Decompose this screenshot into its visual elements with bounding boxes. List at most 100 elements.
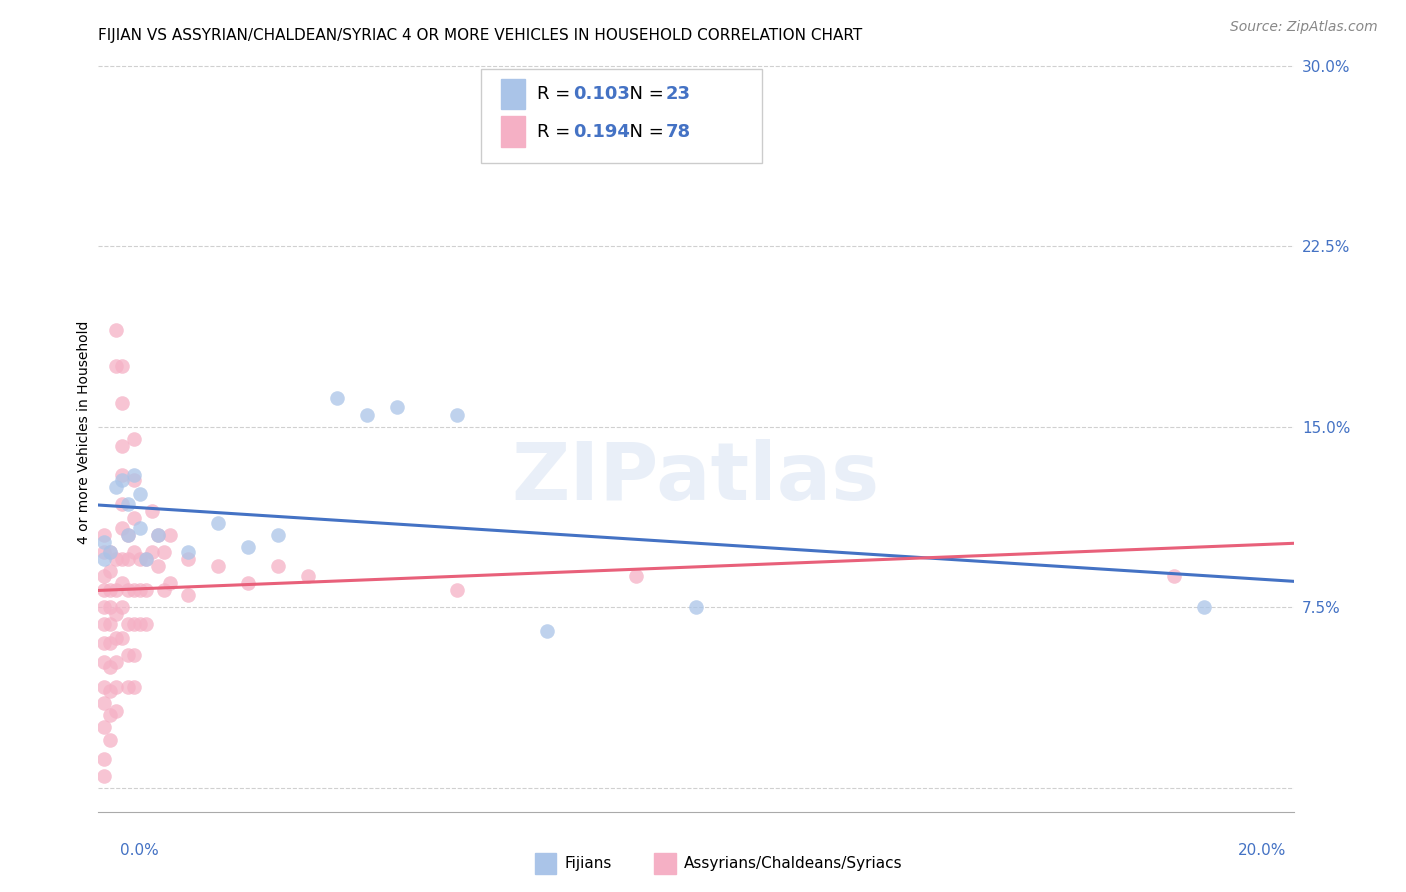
FancyBboxPatch shape [481, 69, 762, 163]
Text: 0.194: 0.194 [572, 122, 630, 141]
Point [236, 540, 259, 554]
Point [148, 559, 170, 574]
Point [111, 600, 134, 615]
Point [93, 535, 115, 549]
Point [153, 545, 176, 559]
Point [93, 617, 115, 632]
Point [98, 617, 122, 632]
Y-axis label: 4 or more Vehicles in Household: 4 or more Vehicles in Household [77, 321, 91, 544]
Point [111, 632, 134, 646]
Point [207, 516, 229, 530]
Text: 23: 23 [666, 85, 692, 103]
Text: 0.0%: 0.0% [120, 843, 159, 858]
Point [111, 521, 134, 535]
Point [93, 528, 115, 542]
Point [105, 607, 128, 622]
Text: N =: N = [619, 85, 669, 103]
Point [124, 467, 146, 482]
Text: R =: R = [537, 85, 576, 103]
Point [124, 648, 146, 663]
Text: R =: R = [537, 122, 576, 141]
Text: FIJIAN VS ASSYRIAN/CHALDEAN/SYRIAC 4 OR MORE VEHICLES IN HOUSEHOLD CORRELATION C: FIJIAN VS ASSYRIAN/CHALDEAN/SYRIAC 4 OR … [98, 28, 863, 43]
Text: Assyrians/Chaldeans/Syriacs: Assyrians/Chaldeans/Syriacs [685, 855, 903, 871]
Point [105, 680, 128, 694]
Point [685, 600, 707, 615]
Point [105, 583, 128, 598]
Point [111, 497, 134, 511]
Point [267, 559, 290, 574]
Point [93, 769, 115, 783]
Point [536, 624, 558, 639]
Point [117, 528, 139, 542]
Point [148, 528, 170, 542]
Point [141, 504, 163, 518]
Point [1192, 600, 1215, 615]
Point [98, 660, 122, 674]
Text: N =: N = [619, 122, 669, 141]
Text: 20.0%: 20.0% [1239, 843, 1286, 858]
Text: 78: 78 [666, 122, 692, 141]
Point [124, 432, 146, 446]
Point [93, 752, 115, 766]
Point [148, 528, 170, 542]
Point [117, 617, 139, 632]
Point [177, 588, 200, 602]
Point [93, 569, 115, 583]
Point [326, 391, 349, 405]
Point [111, 552, 134, 566]
Point [626, 569, 648, 583]
Point [385, 401, 409, 415]
Point [177, 545, 200, 559]
Point [129, 552, 152, 566]
Point [129, 521, 152, 535]
Point [111, 473, 134, 487]
Point [177, 552, 200, 566]
Point [111, 467, 134, 482]
Point [93, 636, 115, 650]
Point [356, 408, 378, 422]
Point [135, 583, 157, 598]
Point [98, 684, 122, 698]
Point [98, 732, 122, 747]
Point [446, 408, 468, 422]
Point [236, 576, 259, 591]
Point [117, 583, 139, 598]
Point [105, 323, 128, 337]
Point [105, 552, 128, 566]
Point [98, 564, 122, 578]
FancyBboxPatch shape [501, 78, 524, 109]
Point [1163, 569, 1185, 583]
Point [117, 680, 139, 694]
Point [124, 680, 146, 694]
Point [153, 583, 176, 598]
Point [135, 552, 157, 566]
FancyBboxPatch shape [501, 117, 524, 147]
Point [98, 545, 122, 559]
Point [135, 552, 157, 566]
Point [93, 552, 115, 566]
Point [129, 487, 152, 501]
Point [111, 576, 134, 591]
Point [105, 632, 128, 646]
Point [93, 545, 115, 559]
Point [93, 697, 115, 711]
Point [98, 545, 122, 559]
Point [105, 704, 128, 718]
Point [446, 583, 468, 598]
Point [135, 617, 157, 632]
Point [124, 545, 146, 559]
FancyBboxPatch shape [654, 853, 676, 874]
Point [111, 439, 134, 453]
Point [93, 583, 115, 598]
Point [105, 359, 128, 374]
Point [117, 497, 139, 511]
Point [105, 480, 128, 494]
Point [159, 528, 181, 542]
Point [124, 583, 146, 598]
Text: Source: ZipAtlas.com: Source: ZipAtlas.com [1230, 20, 1378, 34]
Point [98, 708, 122, 723]
Point [207, 559, 229, 574]
Point [141, 545, 163, 559]
Point [111, 359, 134, 374]
Point [98, 636, 122, 650]
